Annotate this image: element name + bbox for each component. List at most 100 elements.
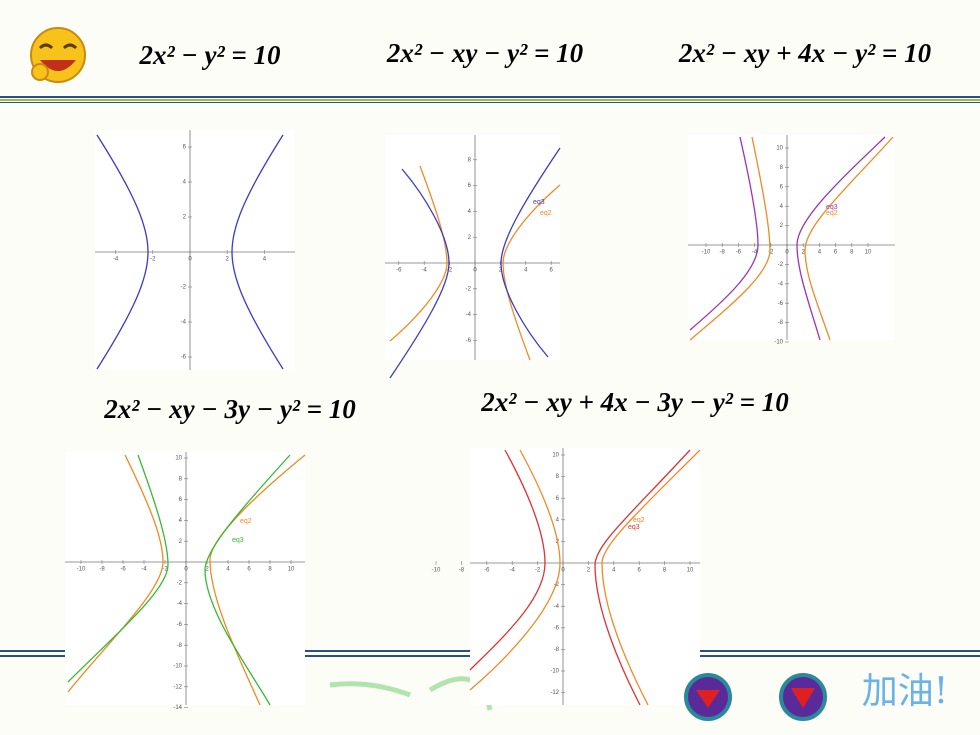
y-tick-label: 4 (183, 180, 187, 186)
y-tick-label: -2 (466, 286, 472, 292)
nav-buttons (684, 673, 827, 721)
x-tick-label: 2 (205, 567, 209, 573)
x-tick-label: 2 (499, 268, 503, 274)
plot-area (470, 448, 700, 705)
x-tick-label: 4 (524, 268, 528, 274)
curve (594, 449, 691, 706)
curve (502, 184, 561, 361)
x-tick-label: 6 (834, 250, 838, 256)
y-tick-label: -4 (177, 601, 183, 607)
curve (204, 454, 291, 706)
y-tick-label: 2 (183, 215, 187, 221)
plot-area (688, 135, 895, 340)
y-tick-label: -2 (778, 262, 784, 268)
x-tick-label: 4 (263, 257, 267, 263)
y-tick-label: 4 (780, 204, 784, 210)
y-tick-label: 8 (556, 474, 560, 480)
y-tick-label: -10 (774, 340, 783, 346)
x-tick-label: 6 (550, 268, 554, 274)
y-tick-label: -6 (466, 338, 472, 344)
legend-label: eq2 (826, 210, 838, 217)
x-tick-label: -2 (150, 257, 156, 263)
slogan: 加油! (862, 671, 948, 712)
x-tick-label: 2 (226, 257, 230, 263)
y-tick-label: 10 (175, 456, 182, 462)
x-tick-label: -4 (752, 250, 758, 256)
equation: 2x² − xy − y² = 10 (386, 38, 584, 68)
legend-label: eq3 (232, 537, 244, 544)
y-tick-label: 2 (179, 539, 183, 545)
y-tick-label: 6 (179, 497, 183, 503)
x-tick-label: -4 (113, 257, 119, 263)
y-tick-label: -2 (181, 285, 187, 291)
x-tick-label: 6 (638, 568, 642, 574)
x-tick-label: 8 (850, 250, 854, 256)
equation: 2x² − y² = 10 (139, 40, 281, 70)
y-tick-label: 2 (780, 223, 784, 229)
x-tick-label: -10 (702, 250, 711, 256)
x-tick-label: 2 (587, 568, 591, 574)
x-tick-label: -4 (510, 568, 516, 574)
y-tick-label: -4 (466, 312, 472, 318)
y-tick-label: 2 (468, 235, 472, 241)
x-tick-label: -6 (120, 567, 126, 573)
x-tick-label: -2 (768, 250, 774, 256)
x-tick-label: -8 (720, 250, 726, 256)
curve (689, 136, 771, 341)
y-tick-label: -12 (173, 684, 182, 690)
y-tick-label: -10 (173, 664, 182, 670)
x-tick-label: 0 (184, 567, 188, 573)
legend-label: eq3 (826, 204, 838, 211)
y-tick-label: 6 (468, 183, 472, 189)
x-tick-label: 4 (818, 250, 822, 256)
plot-area (65, 452, 305, 705)
x-tick-label: -4 (141, 567, 147, 573)
x-tick-label: -6 (736, 250, 742, 256)
y-tick-label: 8 (179, 476, 183, 482)
y-tick-label: -6 (177, 622, 183, 628)
x-tick-label: -2 (535, 568, 541, 574)
curve (209, 454, 306, 706)
curve (389, 168, 450, 379)
x-tick-label: 10 (865, 250, 872, 256)
y-tick-label: -2 (554, 582, 560, 588)
x-tick-label: 2 (802, 250, 806, 256)
x-tick-label: -2 (447, 268, 453, 274)
y-tick-label: 4 (179, 518, 183, 524)
x-tick-label: -6 (484, 568, 490, 574)
x-tick-label: -10 (77, 567, 86, 573)
x-tick-label: 10 (288, 567, 295, 573)
curve (67, 454, 164, 693)
header-rule (0, 96, 980, 103)
curve (500, 147, 561, 358)
legend-label: eq2 (240, 518, 252, 525)
x-tick-label: -8 (99, 567, 105, 573)
equation: 2x² − xy + 4x − 3y − y² = 10 (480, 387, 789, 417)
x-tick-label: 4 (226, 567, 230, 573)
plot: -10 -8 -6 -4 -2 0 2 4 6 8 10-10-8-6-4-2246810eq3eq… (688, 135, 895, 346)
equation: 2x² − xy + 4x − y² = 10 (678, 38, 932, 68)
x-tick-label: -10 (432, 568, 441, 574)
x-tick-label: 4 (612, 568, 616, 574)
y-tick-label: -4 (778, 281, 784, 287)
y-tick-label: 8 (780, 165, 784, 171)
legend-label: eq2 (540, 210, 552, 217)
y-tick-label: 10 (552, 453, 559, 459)
y-tick-label: 4 (556, 517, 560, 523)
y-tick-label: 6 (556, 496, 560, 502)
x-tick-label: -8 (459, 568, 465, 574)
y-tick-label: -8 (778, 320, 784, 326)
curve (469, 449, 561, 691)
x-tick-label: 8 (663, 568, 667, 574)
y-tick-label: 6 (183, 145, 187, 151)
plot: -10 -8 -6 -4 -2 0 2 4 6 8 10 -14 -12 -10 -8 -6 -4 -2 2 4 6 8 1… (65, 452, 306, 711)
y-tick-label: 8 (468, 157, 472, 163)
y-tick-label: -6 (554, 625, 560, 631)
x-tick-label: -6 (396, 268, 402, 274)
curve (601, 449, 701, 706)
x-tick-label: -2 (162, 567, 168, 573)
curve (67, 454, 169, 683)
curve (796, 136, 886, 341)
